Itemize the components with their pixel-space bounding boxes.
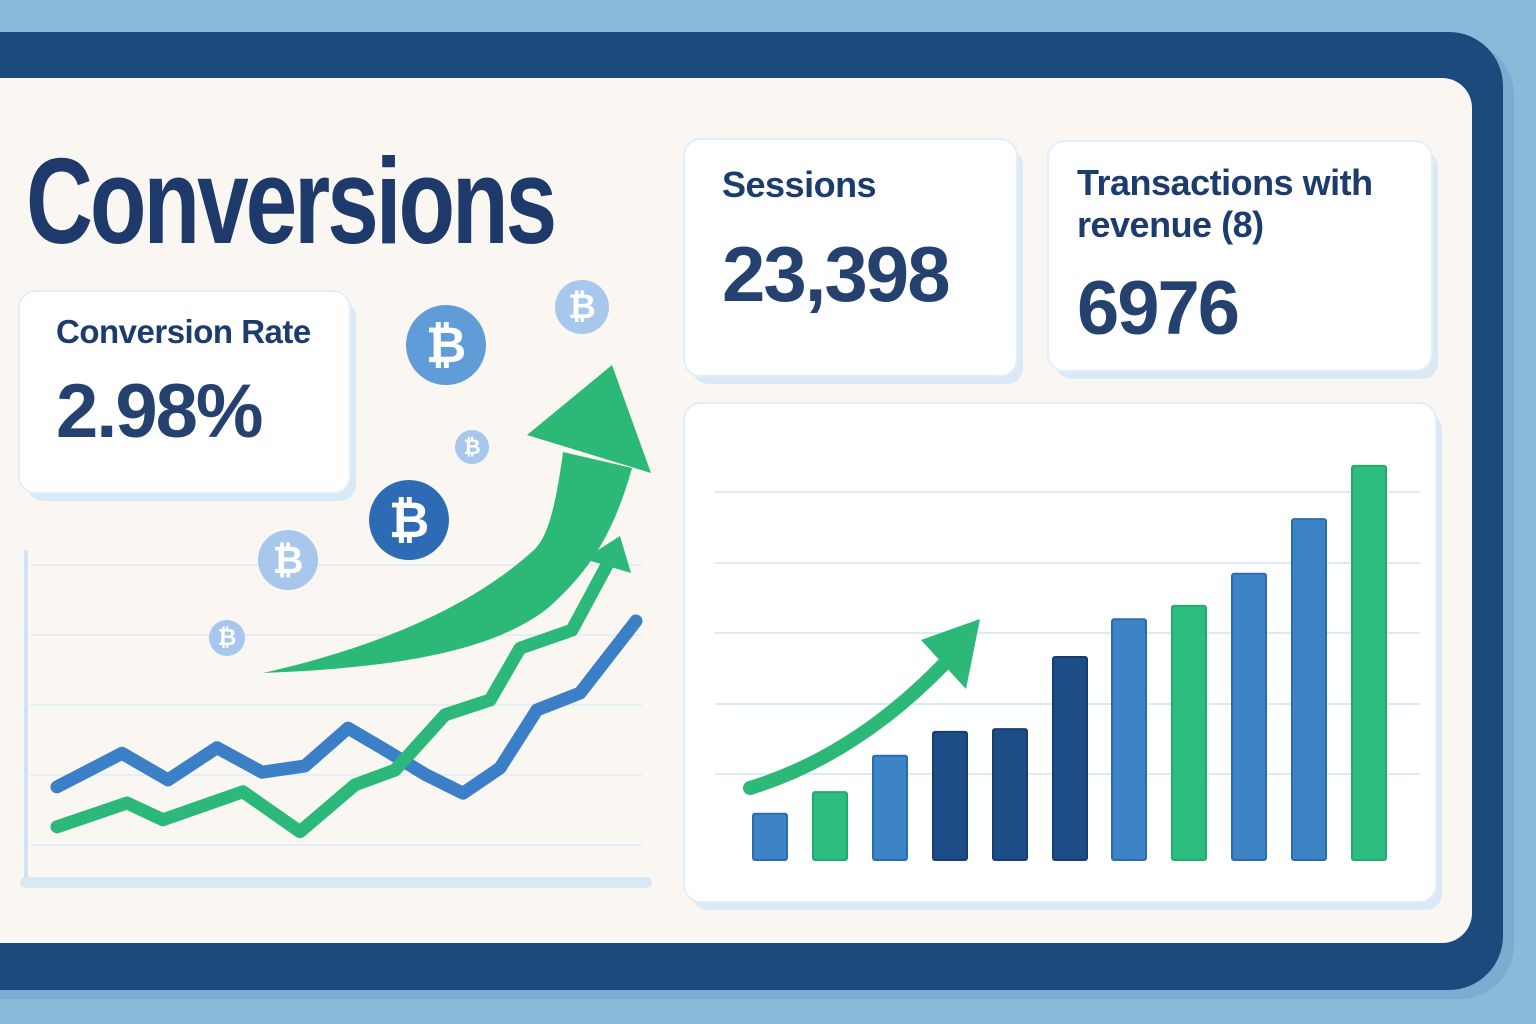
- conversion-rate-value: 2.98%: [56, 368, 264, 454]
- transactions-card: Transactions with revenue (8) 6976: [1047, 140, 1433, 372]
- sessions-card: Sessions 23,398: [683, 138, 1018, 377]
- sessions-label: Sessions: [722, 164, 877, 205]
- transactions-label: Transactions with revenue (8): [1077, 162, 1373, 246]
- page-title: Conversions: [26, 133, 557, 269]
- conversion-rate-label: Conversion Rate: [56, 313, 311, 350]
- conversion-rate-card: Conversion Rate 2.98%: [18, 290, 351, 494]
- sessions-value: 23,398: [722, 230, 951, 319]
- transactions-value: 6976: [1077, 265, 1240, 351]
- bar-chart-card: [683, 402, 1437, 903]
